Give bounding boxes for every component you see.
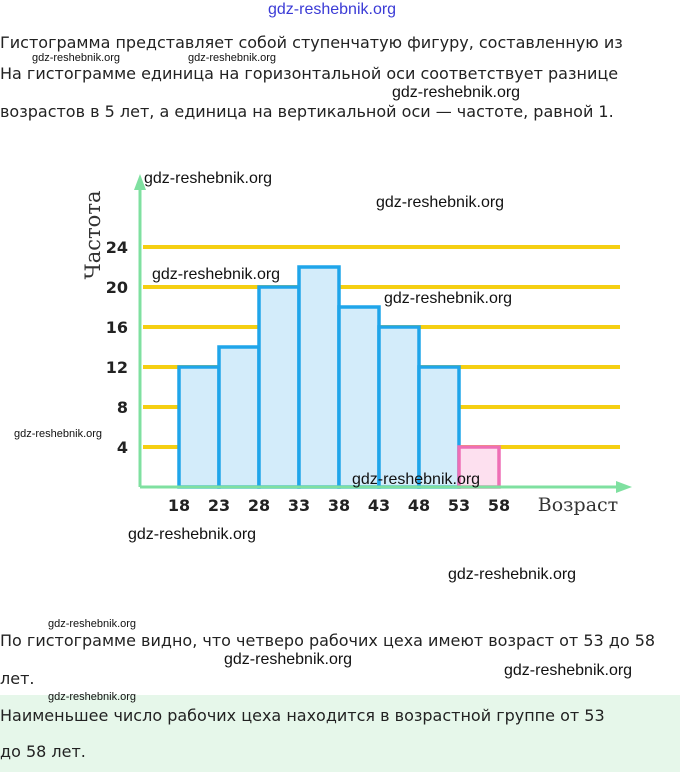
paragraph-line: На гистограмме единица на горизонтальной… — [0, 64, 619, 83]
watermark: gdz-reshebnik.org — [504, 662, 633, 679]
answer-line: до 58 лет. — [0, 742, 86, 761]
watermark: gdz-reshebnik.org — [144, 170, 273, 187]
watermark: gdz-reshebnik.org — [384, 290, 513, 307]
watermark: gdz-reshebnik.org — [188, 52, 277, 64]
x-tick-label: 58 — [488, 496, 510, 515]
histogram-bar — [417, 365, 461, 489]
x-tick-label: 28 — [248, 496, 270, 515]
watermark: gdz-reshebnik.org — [48, 691, 137, 703]
x-tick-label: 38 — [328, 496, 350, 515]
y-tick-label: 16 — [106, 318, 128, 337]
answer-line: Наименьшее число рабочих цеха находится … — [0, 706, 605, 725]
histogram-bar — [177, 365, 221, 489]
watermark: gdz-reshebnik.org — [128, 526, 257, 543]
y-tick-label: 4 — [117, 438, 128, 457]
answer-box — [0, 695, 680, 772]
x-tick-label: 53 — [448, 496, 470, 515]
x-tick-label: 48 — [408, 496, 430, 515]
watermark: gdz-reshebnik.org — [448, 566, 577, 583]
y-axis-arrow — [134, 174, 146, 190]
conclusion-line: лет. — [0, 669, 35, 688]
x-axis-arrow — [616, 481, 632, 493]
y-tick-label: 20 — [106, 278, 128, 297]
watermark: gdz-reshebnik.org — [152, 266, 281, 283]
watermark: gdz-reshebnik.org — [352, 471, 481, 488]
watermark: gdz-reshebnik.org — [376, 194, 505, 211]
histogram-bar — [297, 265, 341, 489]
histogram-bar — [337, 305, 381, 489]
watermark: gdz-reshebnik.org — [224, 651, 353, 668]
x-tick-label: 23 — [208, 496, 230, 515]
histogram-bar — [377, 325, 421, 489]
x-tick-label: 43 — [368, 496, 390, 515]
histogram-bar — [457, 445, 501, 489]
paragraph-line: возрастов в 5 лет, а единица на вертикал… — [0, 102, 614, 121]
watermark: gdz-reshebnik.org — [32, 52, 121, 64]
header-watermark: gdz-reshebnik.org — [268, 1, 397, 18]
watermark: gdz-reshebnik.org — [48, 618, 137, 630]
histogram-bar — [257, 285, 301, 489]
watermark: gdz-reshebnik.org — [14, 428, 103, 440]
y-tick-label: 12 — [106, 358, 128, 377]
watermark: gdz-reshebnik.org — [392, 84, 521, 101]
y-tick-label: 8 — [117, 398, 128, 417]
paragraph-line: Гистограмма представляет собой ступенчат… — [0, 33, 623, 52]
y-tick-label: 24 — [106, 238, 128, 257]
x-tick-label: 18 — [168, 496, 190, 515]
y-axis-label: Частота — [81, 191, 105, 280]
conclusion-line: По гистограмме видно, что четверо рабочи… — [0, 631, 656, 650]
x-tick-label: 33 — [288, 496, 310, 515]
x-axis-label: Возраст — [538, 494, 618, 516]
histogram-bar — [217, 345, 261, 489]
